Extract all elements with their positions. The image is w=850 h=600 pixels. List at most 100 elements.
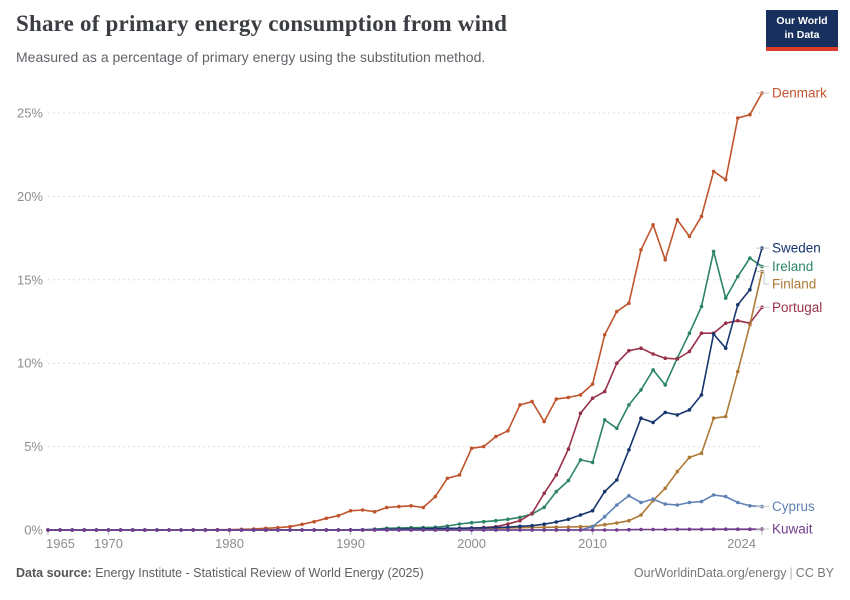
series-point-sweden	[687, 408, 692, 412]
series-line-portugal[interactable]	[48, 306, 763, 531]
series-line-cyprus[interactable]	[48, 494, 763, 531]
series-point-sweden	[711, 332, 716, 336]
series-point-kuwait	[82, 528, 87, 532]
series-point-denmark	[360, 508, 365, 512]
series-point-kuwait	[372, 528, 377, 532]
series-point-kuwait	[518, 528, 522, 532]
series-point-finland	[615, 521, 619, 525]
legend-label-portugal[interactable]: Portugal	[772, 300, 822, 315]
x-tick-label: 1990	[336, 536, 365, 551]
series-point-kuwait	[457, 528, 462, 532]
series-point-portugal	[542, 491, 546, 496]
series-point-kuwait	[46, 528, 50, 532]
y-tick-label: 5%	[24, 439, 43, 454]
chart-title: Share of primary energy consumption from…	[16, 11, 508, 36]
series-point-kuwait	[530, 528, 534, 532]
series-point-portugal	[615, 361, 619, 366]
series-point-kuwait	[106, 528, 111, 532]
legend-label-ireland[interactable]: Ireland	[772, 259, 813, 274]
series-point-kuwait	[736, 527, 740, 531]
series-point-ireland	[457, 522, 462, 526]
series-point-sweden	[494, 525, 498, 530]
series-point-denmark	[409, 504, 413, 508]
series-point-portugal	[506, 522, 510, 526]
series-point-kuwait	[602, 528, 607, 532]
series-point-denmark	[300, 522, 304, 527]
series-point-ireland	[639, 388, 643, 392]
series-point-cyprus	[651, 497, 655, 501]
series-point-cyprus	[675, 503, 680, 507]
series-line-finland[interactable]	[48, 271, 763, 531]
series-point-portugal	[736, 318, 740, 323]
legend-label-kuwait[interactable]: Kuwait	[772, 521, 813, 536]
series-point-kuwait	[469, 528, 474, 532]
series-point-cyprus	[602, 514, 607, 519]
series-point-kuwait	[506, 528, 510, 532]
series-point-ireland	[748, 256, 752, 260]
series-point-kuwait	[445, 528, 450, 532]
series-point-kuwait	[179, 528, 183, 532]
legend-label-denmark[interactable]: Denmark	[772, 85, 827, 100]
series-point-denmark	[687, 234, 692, 239]
owid-energy-link[interactable]: OurWorldinData.org/energy	[633, 566, 787, 580]
legend-label-finland[interactable]: Finland	[772, 276, 816, 291]
series-point-sweden	[736, 303, 740, 307]
series-point-sweden	[663, 410, 667, 415]
series-point-portugal	[651, 352, 655, 356]
series-point-denmark	[397, 504, 401, 509]
footer-separator: |	[789, 566, 793, 580]
series-line-denmark[interactable]	[48, 92, 763, 531]
legend-label-sweden[interactable]: Sweden	[772, 241, 821, 256]
series-point-denmark	[542, 419, 546, 424]
series-point-denmark	[506, 429, 510, 433]
series-point-sweden	[566, 517, 571, 522]
series-point-denmark	[711, 169, 716, 174]
y-tick-label: 0%	[24, 523, 43, 538]
series-point-sweden	[627, 448, 631, 452]
series-point-kuwait	[360, 528, 365, 532]
legend-label-cyprus[interactable]: Cyprus	[772, 499, 815, 514]
series-point-kuwait	[94, 528, 99, 532]
series-point-finland	[687, 455, 692, 460]
owid-logo[interactable]: Our World in Data	[766, 10, 838, 52]
series-point-kuwait	[312, 528, 317, 532]
series-point-portugal	[602, 389, 607, 394]
series-point-kuwait	[70, 528, 74, 532]
license-label: CC BY	[795, 566, 834, 580]
series-point-kuwait	[699, 527, 704, 532]
x-tick-label: 2010	[578, 536, 607, 551]
y-tick-label: 15%	[17, 272, 43, 287]
series-point-kuwait	[687, 527, 692, 532]
legend-connector-finland	[756, 271, 769, 285]
series-point-ireland	[494, 518, 498, 523]
data-source-note: Data source: Energy Institute - Statisti…	[16, 566, 424, 580]
series-point-finland	[723, 414, 728, 419]
series-point-denmark	[385, 505, 389, 510]
series-point-sweden	[723, 346, 728, 351]
series-point-denmark	[288, 524, 292, 529]
series-point-kuwait	[590, 528, 595, 532]
series-point-sweden	[699, 393, 704, 397]
series-point-kuwait	[191, 528, 195, 532]
series-point-ireland	[590, 460, 595, 465]
series-point-denmark	[736, 116, 740, 120]
series-point-kuwait	[288, 528, 292, 532]
series-point-ireland	[554, 489, 559, 494]
series-point-sweden	[748, 288, 752, 292]
series-point-kuwait	[421, 528, 426, 532]
series-line-ireland[interactable]	[48, 250, 763, 531]
chart-subtitle: Measured as a percentage of primary ener…	[16, 49, 486, 65]
series-point-denmark	[518, 403, 522, 407]
series-line-sweden[interactable]	[48, 247, 763, 531]
y-tick-label: 25%	[17, 106, 43, 121]
series-line-kuwait[interactable]	[48, 528, 763, 531]
series-point-cyprus	[639, 500, 643, 505]
series-point-finland	[748, 323, 752, 327]
series-point-denmark	[324, 516, 329, 521]
series-point-denmark	[615, 309, 619, 314]
series-point-kuwait	[723, 527, 728, 531]
series-point-kuwait	[651, 527, 655, 532]
series-point-denmark	[602, 333, 607, 337]
series-point-cyprus	[615, 503, 619, 507]
